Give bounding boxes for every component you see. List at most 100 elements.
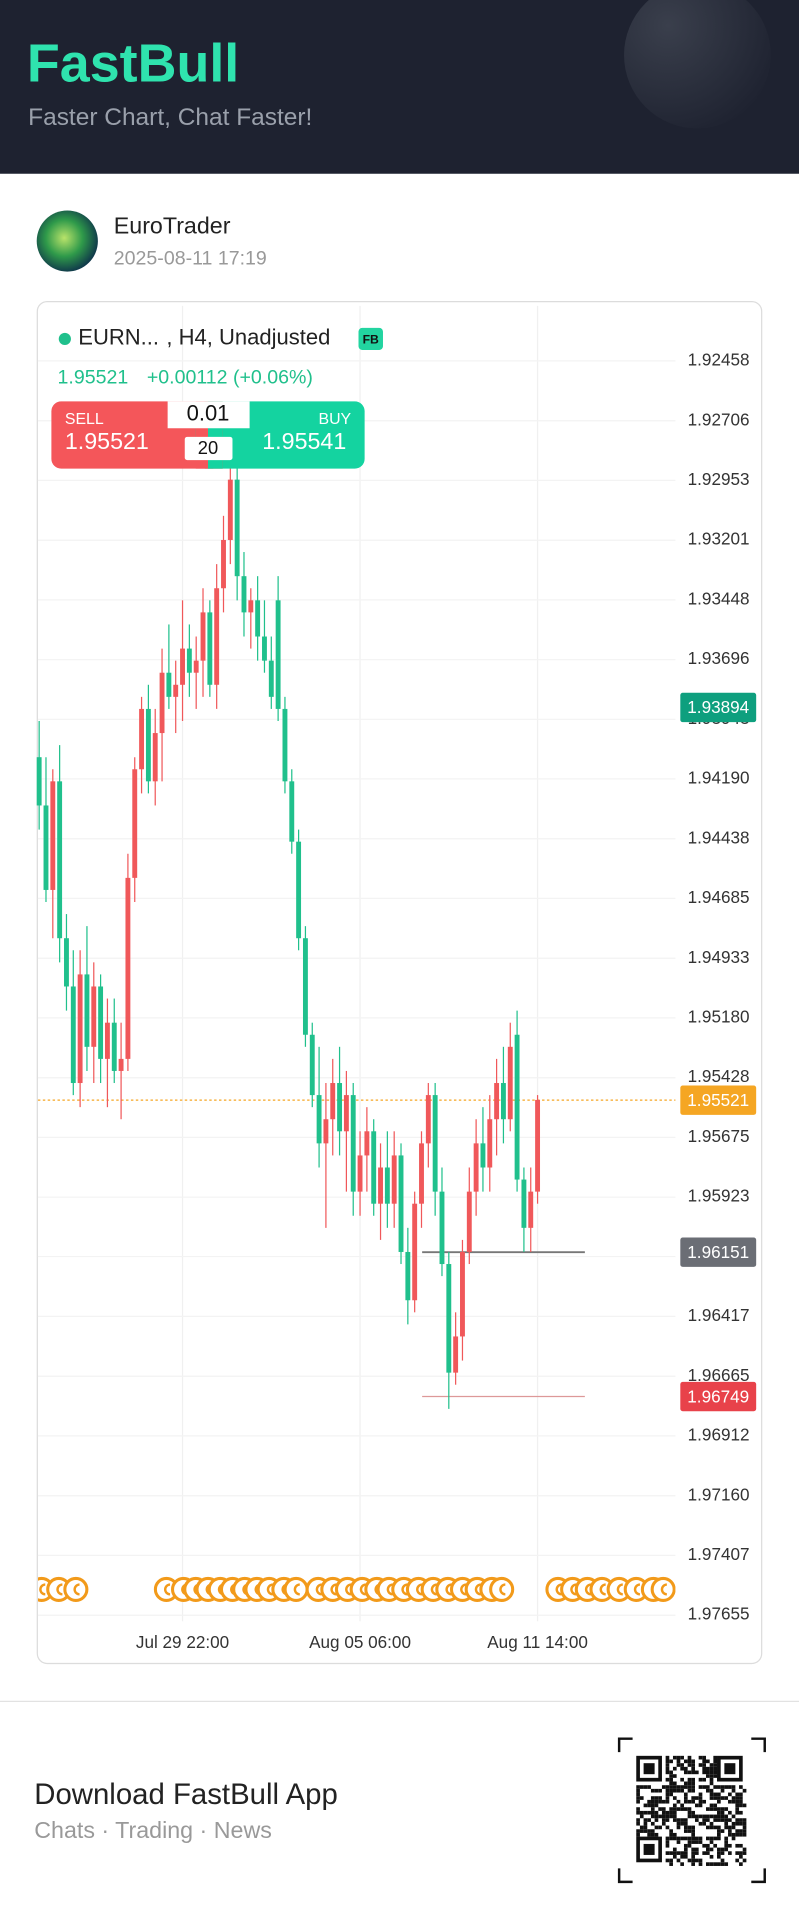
qr-module xyxy=(713,1843,718,1848)
candle-body xyxy=(98,986,104,1059)
candle-body xyxy=(200,612,206,661)
qr-module xyxy=(742,1829,747,1833)
qr-module xyxy=(739,1818,743,1822)
qr-module xyxy=(654,1810,659,1815)
qr-module xyxy=(636,1832,640,1837)
qr-module xyxy=(636,1821,640,1826)
y-tick-label: 1.96417 xyxy=(688,1305,750,1325)
qr-module xyxy=(735,1851,740,1855)
qr-module xyxy=(687,1810,692,1815)
qr-module xyxy=(713,1774,718,1778)
qr-module xyxy=(672,1755,677,1760)
qr-module xyxy=(720,1818,725,1822)
qr-module xyxy=(728,1792,732,1797)
qr-module xyxy=(735,1796,740,1800)
qr-module xyxy=(691,1858,695,1863)
qr-module xyxy=(676,1825,681,1830)
qr-module xyxy=(742,1818,747,1822)
avatar xyxy=(36,210,98,272)
qr-module xyxy=(728,1851,732,1855)
lot-box[interactable] xyxy=(167,401,250,429)
qr-module xyxy=(647,1785,651,1789)
qr-module xyxy=(639,1785,644,1789)
qr-module xyxy=(687,1840,692,1844)
qr-module xyxy=(650,1821,655,1826)
event-icon-glyph xyxy=(499,1583,506,1596)
qr-module xyxy=(702,1770,707,1775)
qr-module xyxy=(702,1777,707,1782)
qr-module xyxy=(665,1796,670,1800)
qr-module xyxy=(720,1807,725,1811)
qr-module xyxy=(731,1796,736,1800)
qr-module xyxy=(694,1858,699,1863)
qr-module xyxy=(720,1862,725,1866)
candle-body xyxy=(425,1095,431,1144)
candle-body xyxy=(480,1143,486,1168)
qr-module xyxy=(709,1814,714,1819)
y-tick-label: 1.95180 xyxy=(688,1006,750,1026)
qr-module xyxy=(706,1847,710,1852)
qr-module xyxy=(735,1792,740,1797)
qr-module xyxy=(654,1814,659,1819)
qr-module xyxy=(643,1810,648,1815)
qr-module xyxy=(643,1803,648,1808)
qr-module xyxy=(687,1755,692,1760)
qr-module xyxy=(669,1774,673,1778)
qr-module xyxy=(683,1854,688,1859)
candle-body xyxy=(43,805,49,890)
qr-module xyxy=(636,1788,640,1793)
candle-body xyxy=(275,600,281,709)
qr-module xyxy=(739,1851,743,1855)
candle-body xyxy=(186,648,192,673)
qr-module xyxy=(676,1821,681,1826)
candle-body xyxy=(371,1131,377,1204)
qr-module xyxy=(639,1825,644,1830)
event-icon-glyph xyxy=(445,1583,452,1596)
qr-module xyxy=(713,1792,718,1797)
qr-finder xyxy=(724,1763,736,1775)
qr-module xyxy=(676,1840,681,1844)
lot: 0.01 xyxy=(187,401,230,426)
icon-mask-right xyxy=(675,1572,686,1610)
qr-module xyxy=(709,1821,714,1826)
y-tick-label: 1.93448 xyxy=(688,588,750,608)
qr-module xyxy=(665,1777,670,1782)
candle-body xyxy=(453,1336,459,1373)
qr-module xyxy=(706,1774,710,1778)
qr-module xyxy=(706,1836,710,1841)
qr-module xyxy=(665,1759,670,1764)
qr-module xyxy=(669,1777,673,1782)
badge-bg xyxy=(358,327,383,350)
qr-module xyxy=(720,1858,725,1863)
candle-body xyxy=(221,539,226,589)
candle-body xyxy=(473,1143,479,1192)
candle-body xyxy=(282,708,288,782)
qr-module xyxy=(720,1847,725,1852)
qr-module xyxy=(694,1803,699,1808)
qr-module xyxy=(728,1785,732,1789)
event-icon-glyph xyxy=(401,1583,408,1596)
qr-module xyxy=(739,1785,743,1789)
qr-module xyxy=(698,1799,703,1804)
post-time: 2025-08-11 17:19 xyxy=(114,248,267,270)
qr-module xyxy=(713,1862,718,1866)
qr-module xyxy=(661,1785,666,1789)
qr-module xyxy=(702,1821,707,1826)
candle-body xyxy=(296,841,302,939)
qr-module xyxy=(709,1803,714,1808)
candle-body xyxy=(70,986,76,1084)
leverage-box[interactable] xyxy=(184,436,233,461)
qr-module xyxy=(735,1832,740,1837)
qr-module xyxy=(735,1799,740,1804)
qr-module xyxy=(669,1862,673,1866)
qr-module xyxy=(680,1788,684,1793)
candle-body xyxy=(180,648,185,685)
price-tag: 1.95521 xyxy=(687,1090,749,1110)
qr-module xyxy=(706,1785,710,1789)
candle-body xyxy=(166,672,172,697)
qr-module xyxy=(647,1818,651,1822)
qr-module xyxy=(687,1807,692,1811)
qr-module xyxy=(661,1818,666,1822)
qr-module xyxy=(709,1777,714,1782)
qr-module xyxy=(672,1774,677,1778)
